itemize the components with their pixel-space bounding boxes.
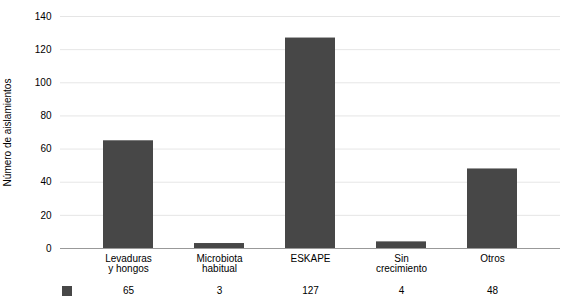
svg-text:80: 80 <box>40 110 52 121</box>
svg-text:100: 100 <box>35 77 52 88</box>
svg-text:Microbiotahabitual: Microbiotahabitual <box>196 253 243 274</box>
svg-text:48: 48 <box>487 285 499 296</box>
svg-text:120: 120 <box>35 44 52 55</box>
svg-text:127: 127 <box>302 285 319 296</box>
svg-text:3: 3 <box>217 285 223 296</box>
svg-text:ESKAPE: ESKAPE <box>290 253 330 264</box>
svg-text:Otros: Otros <box>480 253 504 264</box>
svg-text:140: 140 <box>35 11 52 22</box>
svg-text:20: 20 <box>40 210 52 221</box>
svg-text:60: 60 <box>40 143 52 154</box>
svg-text:0: 0 <box>46 243 52 254</box>
svg-text:Número de aislamientos: Número de aislamientos <box>2 79 13 187</box>
svg-text:65: 65 <box>123 285 135 296</box>
svg-text:Levadurasy hongos: Levadurasy hongos <box>105 253 152 274</box>
svg-text:40: 40 <box>40 176 52 187</box>
svg-text:Sincrecimiento: Sincrecimiento <box>376 253 428 274</box>
svg-text:4: 4 <box>399 285 405 296</box>
